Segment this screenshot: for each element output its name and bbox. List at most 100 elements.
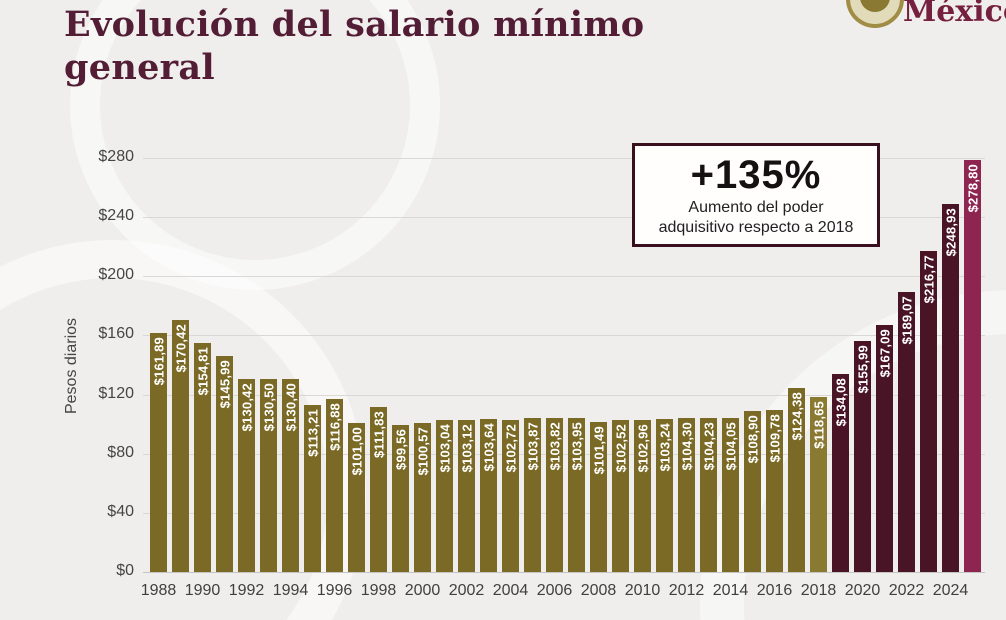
gridline — [143, 453, 985, 455]
y-tick-label: $120 — [98, 384, 134, 402]
bar-value-label: $154,81 — [195, 347, 210, 396]
bar: $103,95 — [568, 418, 585, 572]
x-tick-label: 1998 — [360, 582, 397, 599]
bar-value-label: $124,38 — [789, 392, 804, 441]
bar: $109,78 — [766, 409, 783, 572]
bar: $108,90 — [744, 410, 761, 572]
x-tick-label: 2024 — [932, 582, 969, 599]
page-title-line2: general — [64, 46, 215, 88]
bar-value-label: $116,88 — [327, 403, 342, 451]
bar: $145,99 — [216, 356, 233, 572]
gridline — [143, 394, 985, 396]
y-tick-label: $280 — [98, 148, 134, 165]
bar-value-label: $99,56 — [393, 428, 408, 470]
callout-headline: +135% — [690, 153, 822, 197]
gridline — [143, 335, 985, 337]
bar: $116,88 — [326, 399, 343, 572]
bar: $111,83 — [370, 406, 387, 572]
bar: $134,08 — [832, 373, 849, 572]
bar-value-label: $108,90 — [745, 414, 760, 464]
bar: $278,80 — [964, 159, 981, 572]
bar: $103,82 — [546, 418, 563, 572]
bar-value-label: $111,83 — [371, 410, 386, 458]
x-tick-label: 2018 — [800, 582, 837, 599]
x-tick-label: 2004 — [492, 582, 529, 599]
bar-value-label: $167,09 — [877, 328, 892, 378]
bar: $248,93 — [942, 203, 959, 572]
bar: $216,77 — [920, 251, 937, 572]
y-tick-label: $80 — [107, 443, 134, 461]
x-tick-label: 1992 — [228, 582, 265, 599]
bar-value-label: $102,72 — [503, 424, 518, 473]
gridline — [143, 158, 985, 159]
callout-box: +135% Aumento del poder adquisitivo resp… — [632, 143, 880, 247]
x-tick-label: 2006 — [536, 582, 573, 599]
bar: $102,72 — [502, 420, 519, 572]
bar-value-label: $101,49 — [591, 425, 606, 475]
x-tick-label: 2008 — [580, 582, 617, 599]
page-title: Evolución del salario mínimo general — [64, 4, 644, 89]
x-tick-label: 2022 — [888, 582, 925, 599]
bar-value-label: $113,21 — [305, 408, 320, 457]
bar-value-label: $145,99 — [217, 360, 232, 409]
bar: $161,89 — [150, 332, 167, 572]
bar-value-label: $100,57 — [415, 427, 430, 476]
callout-subtext-line1: Aumento del poder — [688, 199, 824, 216]
x-tick-label: 2012 — [668, 582, 705, 599]
bar: $103,04 — [436, 419, 453, 572]
bar-value-label: $161,89 — [151, 336, 166, 386]
bar: $104,30 — [678, 417, 695, 572]
bar: $130,50 — [260, 379, 277, 572]
bar-value-label: $104,05 — [723, 422, 738, 471]
bar-value-label: $103,82 — [547, 422, 562, 471]
bar: $99,56 — [392, 424, 409, 572]
bar: $104,05 — [722, 418, 739, 572]
bar-value-label: $102,96 — [635, 423, 650, 473]
x-tick-label: 1996 — [316, 582, 353, 599]
bar: $104,23 — [700, 417, 717, 572]
bar-value-label: $101,00 — [349, 426, 364, 476]
bar: $155,99 — [854, 341, 871, 572]
bar-value-label: $103,87 — [525, 422, 540, 471]
bar-value-label: $104,30 — [679, 421, 694, 471]
bar: $101,00 — [348, 422, 365, 572]
bar: $167,09 — [876, 324, 893, 572]
x-tick-label: 1990 — [184, 582, 221, 599]
bar: $124,38 — [788, 388, 805, 572]
bar: $154,81 — [194, 343, 211, 572]
bar: $103,64 — [480, 418, 497, 572]
bar: $130,40 — [282, 379, 299, 572]
bar-value-label: $130,40 — [283, 383, 298, 432]
x-tick-label: 2016 — [756, 582, 793, 599]
gridline — [143, 276, 985, 278]
seal-eagle-emblem — [860, 0, 890, 12]
bar-value-label: $189,07 — [899, 296, 914, 345]
bar: $103,87 — [524, 418, 541, 572]
bar-value-label: $103,64 — [481, 422, 496, 472]
y-tick-label: $160 — [98, 325, 134, 343]
y-tick-label: $0 — [116, 562, 134, 579]
bar-value-label: $103,12 — [459, 423, 474, 472]
bar-value-label: $118,65 — [811, 400, 826, 449]
x-tick-label: 2014 — [712, 582, 749, 599]
bar-value-label: $103,95 — [569, 422, 584, 471]
bar-value-label: $248,93 — [943, 207, 958, 257]
page-title-line1: Evolución del salario mínimo — [64, 4, 645, 45]
bar: $189,07 — [898, 292, 915, 572]
bar: $130,42 — [238, 379, 255, 572]
bar-value-label: $109,78 — [767, 413, 782, 463]
bar-value-label: $103,04 — [437, 423, 452, 473]
x-tick-label: 1994 — [272, 582, 309, 599]
y-tick-label: $200 — [98, 266, 134, 284]
bar-value-label: $155,99 — [855, 345, 870, 394]
bar-value-label: $216,77 — [921, 255, 936, 304]
bar-value-label: $130,42 — [239, 383, 254, 432]
x-tick-label: 2000 — [404, 582, 441, 599]
gridline — [143, 217, 985, 219]
x-tick-label: 2020 — [844, 582, 881, 599]
x-tick-label: 2010 — [624, 582, 661, 599]
y-tick-label: $240 — [98, 207, 134, 225]
bar: $101,49 — [590, 421, 607, 572]
bar-value-label: $102,52 — [613, 424, 628, 473]
